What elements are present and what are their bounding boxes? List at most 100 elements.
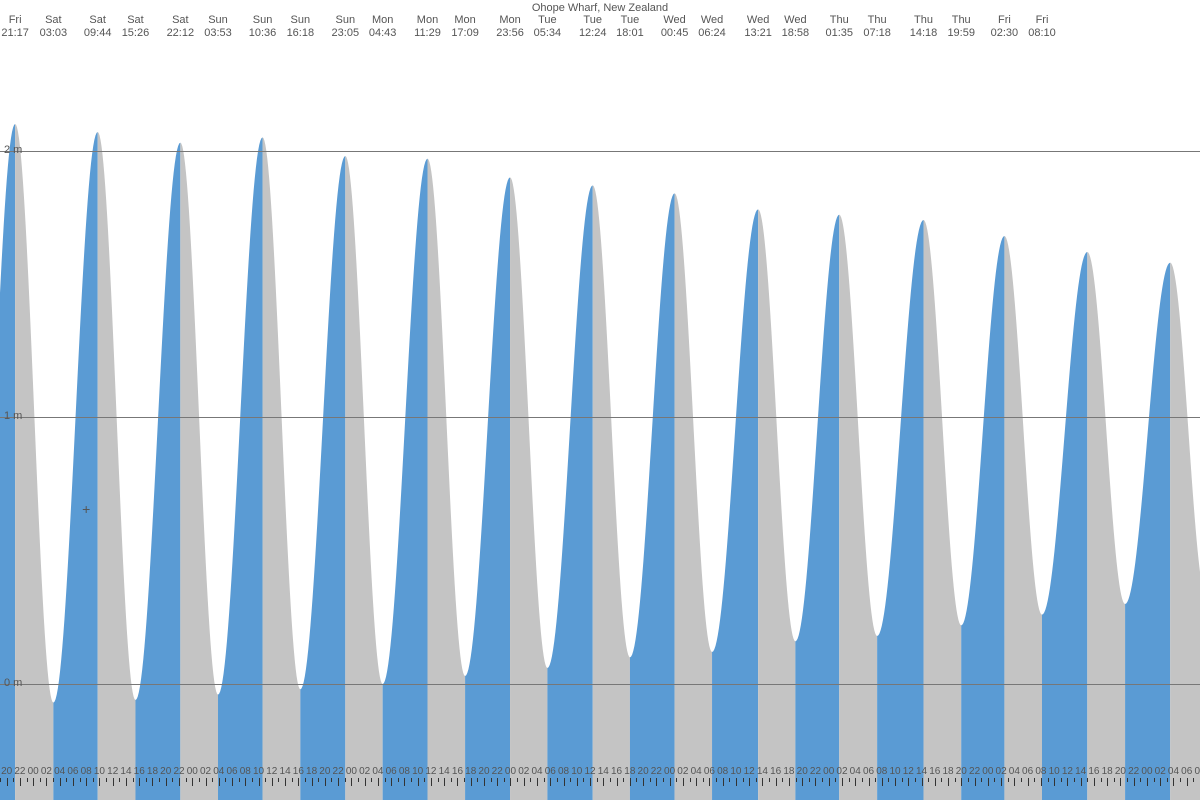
x-tick-minor	[610, 778, 611, 782]
x-tick-major	[126, 778, 127, 786]
x-tick-major	[404, 778, 405, 786]
bottom-hour-label: 22	[969, 766, 980, 777]
x-tick-minor	[743, 778, 744, 782]
bottom-hour-label: 10	[253, 766, 264, 777]
x-tick-minor	[597, 778, 598, 782]
x-tick-minor	[292, 778, 293, 782]
x-tick-major	[1081, 778, 1082, 786]
x-tick-minor	[133, 778, 134, 782]
x-tick-major	[537, 778, 538, 786]
x-tick-major	[471, 778, 472, 786]
bottom-hour-label: 22	[333, 766, 344, 777]
bottom-hour-label: 00	[28, 766, 39, 777]
bottom-hour-label: 22	[1128, 766, 1139, 777]
tide-halfcycle	[877, 220, 923, 800]
x-tick-minor	[716, 778, 717, 782]
tide-halfcycle	[1170, 263, 1200, 800]
tide-halfcycle	[630, 193, 675, 800]
tide-halfcycle	[839, 215, 877, 800]
x-tick-major	[1001, 778, 1002, 786]
bottom-hour-label: 22	[14, 766, 25, 777]
x-tick-major	[457, 778, 458, 786]
x-tick-major	[696, 778, 697, 786]
y-axis-label: 2 m	[4, 144, 22, 156]
x-tick-minor	[13, 778, 14, 782]
x-tick-minor	[862, 778, 863, 782]
x-tick-minor	[1140, 778, 1141, 782]
x-tick-minor	[159, 778, 160, 782]
x-tick-major	[139, 778, 140, 786]
bottom-hour-label: 20	[1115, 766, 1126, 777]
x-tick-minor	[318, 778, 319, 782]
x-tick-minor	[756, 778, 757, 782]
x-tick-major	[749, 778, 750, 786]
bottom-hour-label: 14	[598, 766, 609, 777]
x-tick-major	[736, 778, 737, 786]
bottom-hour-label: 18	[1102, 766, 1113, 777]
bottom-hour-label: 08	[876, 766, 887, 777]
x-tick-minor	[663, 778, 664, 782]
bottom-hour-label: 04	[691, 766, 702, 777]
x-tick-major	[73, 778, 74, 786]
x-tick-major	[670, 778, 671, 786]
tide-halfcycle	[15, 124, 53, 800]
x-tick-minor	[994, 778, 995, 782]
tide-halfcycle	[1042, 252, 1087, 800]
x-tick-minor	[955, 778, 956, 782]
tide-halfcycle	[0, 124, 15, 800]
x-tick-major	[510, 778, 511, 786]
bottom-hour-label: 06	[226, 766, 237, 777]
x-tick-major	[630, 778, 631, 786]
x-tick-major	[99, 778, 100, 786]
bottom-hour-label: 14	[916, 766, 927, 777]
bottom-hour-label: 08	[558, 766, 569, 777]
x-tick-minor	[385, 778, 386, 782]
x-tick-major	[1054, 778, 1055, 786]
tide-halfcycle	[758, 209, 795, 800]
x-tick-major	[895, 778, 896, 786]
x-tick-minor	[968, 778, 969, 782]
x-tick-major	[577, 778, 578, 786]
tide-halfcycle	[53, 132, 97, 800]
bottom-hour-label: 16	[452, 766, 463, 777]
x-tick-minor	[93, 778, 94, 782]
x-tick-major	[259, 778, 260, 786]
x-tick-minor	[371, 778, 372, 782]
bottom-hour-label: 02	[1155, 766, 1166, 777]
tide-halfcycle	[383, 159, 428, 800]
x-tick-major	[298, 778, 299, 786]
bottom-hour-label: 08	[399, 766, 410, 777]
bottom-hour-label: 22	[492, 766, 503, 777]
x-tick-minor	[451, 778, 452, 782]
x-tick-major	[113, 778, 114, 786]
x-tick-major	[179, 778, 180, 786]
bottom-hour-label: 04	[850, 766, 861, 777]
bottom-hour-label: 14	[280, 766, 291, 777]
bottom-hour-label: 02	[359, 766, 370, 777]
x-tick-major	[497, 778, 498, 786]
tide-halfcycle	[345, 156, 382, 800]
x-tick-major	[908, 778, 909, 786]
x-tick-major	[1107, 778, 1108, 786]
x-tick-major	[1120, 778, 1121, 786]
cross-marker: +	[82, 503, 90, 519]
x-tick-major	[391, 778, 392, 786]
x-tick-minor	[888, 778, 889, 782]
x-tick-minor	[941, 778, 942, 782]
x-tick-major	[365, 778, 366, 786]
x-tick-minor	[636, 778, 637, 782]
tide-halfcycle	[675, 193, 712, 800]
x-tick-major	[922, 778, 923, 786]
gridline	[0, 684, 1200, 685]
x-tick-minor	[796, 778, 797, 782]
bottom-hour-label: 14	[120, 766, 131, 777]
x-tick-minor	[199, 778, 200, 782]
bottom-hour-label: 00	[664, 766, 675, 777]
tide-halfcycle	[795, 215, 839, 800]
y-axis-label: 0 m	[4, 677, 22, 689]
x-tick-minor	[623, 778, 624, 782]
bottom-hour-label: 10	[730, 766, 741, 777]
x-tick-minor	[782, 778, 783, 782]
x-tick-minor	[424, 778, 425, 782]
bottom-hour-label: 20	[638, 766, 649, 777]
